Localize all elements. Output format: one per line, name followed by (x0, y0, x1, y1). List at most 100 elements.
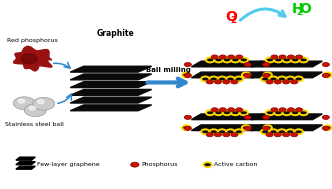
Circle shape (290, 80, 298, 84)
Circle shape (184, 115, 192, 119)
Circle shape (240, 110, 248, 115)
Circle shape (263, 73, 270, 77)
Circle shape (278, 129, 286, 134)
Circle shape (223, 133, 230, 137)
Circle shape (294, 129, 303, 134)
Circle shape (274, 110, 283, 115)
Polygon shape (16, 166, 35, 169)
Circle shape (130, 162, 139, 167)
Polygon shape (16, 162, 35, 165)
Circle shape (261, 129, 269, 134)
Circle shape (218, 77, 226, 81)
Circle shape (236, 55, 243, 59)
Circle shape (264, 125, 272, 130)
Circle shape (322, 115, 329, 119)
Text: 2: 2 (296, 8, 302, 17)
Polygon shape (70, 82, 152, 88)
Circle shape (278, 77, 286, 81)
Circle shape (214, 80, 221, 84)
Circle shape (182, 125, 191, 130)
Circle shape (33, 97, 55, 110)
Circle shape (201, 129, 209, 134)
Circle shape (279, 108, 286, 112)
Circle shape (226, 129, 235, 134)
Polygon shape (192, 125, 263, 131)
Circle shape (24, 104, 46, 117)
Circle shape (274, 80, 281, 84)
Circle shape (209, 77, 218, 81)
Circle shape (235, 129, 243, 134)
Text: O: O (299, 2, 311, 16)
Circle shape (218, 129, 226, 134)
Polygon shape (70, 74, 152, 80)
Circle shape (290, 133, 298, 137)
Text: H: H (291, 2, 303, 16)
Circle shape (323, 72, 332, 77)
Circle shape (283, 80, 290, 84)
Polygon shape (70, 89, 152, 95)
Circle shape (264, 72, 272, 77)
Text: Stainless steel ball: Stainless steel ball (5, 122, 64, 127)
Polygon shape (192, 72, 263, 78)
Circle shape (211, 55, 218, 59)
Polygon shape (70, 105, 152, 111)
Circle shape (322, 63, 329, 67)
Circle shape (214, 133, 221, 137)
Text: 2: 2 (230, 16, 237, 25)
Text: Active carbon: Active carbon (214, 162, 257, 167)
Text: Phosphorus: Phosphorus (141, 162, 178, 167)
Circle shape (266, 133, 273, 137)
Circle shape (266, 110, 274, 115)
Circle shape (291, 57, 299, 62)
Circle shape (274, 57, 283, 62)
Circle shape (18, 99, 25, 103)
Circle shape (226, 77, 235, 81)
Circle shape (13, 97, 35, 110)
Circle shape (214, 110, 223, 115)
Circle shape (299, 110, 308, 115)
Circle shape (269, 77, 278, 81)
Circle shape (206, 57, 214, 62)
Polygon shape (251, 72, 322, 78)
Polygon shape (70, 66, 152, 72)
Circle shape (209, 129, 218, 134)
Text: Red phosphorus: Red phosphorus (7, 38, 57, 43)
Circle shape (235, 77, 243, 81)
Circle shape (184, 126, 192, 130)
Circle shape (295, 108, 302, 112)
Polygon shape (16, 157, 35, 160)
Circle shape (223, 57, 231, 62)
Circle shape (219, 55, 226, 59)
Text: O: O (225, 10, 237, 24)
Text: Few-layer graphene: Few-layer graphene (37, 162, 99, 167)
Circle shape (244, 63, 251, 67)
Circle shape (288, 108, 294, 112)
Circle shape (240, 57, 248, 62)
Circle shape (266, 57, 274, 62)
Circle shape (269, 129, 278, 134)
Circle shape (211, 108, 218, 112)
Circle shape (283, 110, 291, 115)
Circle shape (242, 72, 250, 77)
Circle shape (223, 80, 230, 84)
Circle shape (283, 133, 290, 137)
Circle shape (291, 110, 299, 115)
Circle shape (263, 63, 270, 67)
Circle shape (214, 57, 223, 62)
Circle shape (204, 162, 212, 167)
Circle shape (223, 110, 231, 115)
Circle shape (206, 80, 213, 84)
Circle shape (322, 73, 329, 77)
Circle shape (274, 133, 281, 137)
Text: Ball milling: Ball milling (146, 67, 191, 73)
Circle shape (263, 126, 270, 130)
Circle shape (294, 77, 303, 81)
Circle shape (261, 77, 269, 81)
Circle shape (206, 133, 213, 137)
Circle shape (231, 80, 238, 84)
Circle shape (286, 77, 294, 81)
Polygon shape (192, 61, 263, 67)
Circle shape (228, 108, 235, 112)
Circle shape (279, 55, 286, 59)
Polygon shape (251, 61, 322, 67)
